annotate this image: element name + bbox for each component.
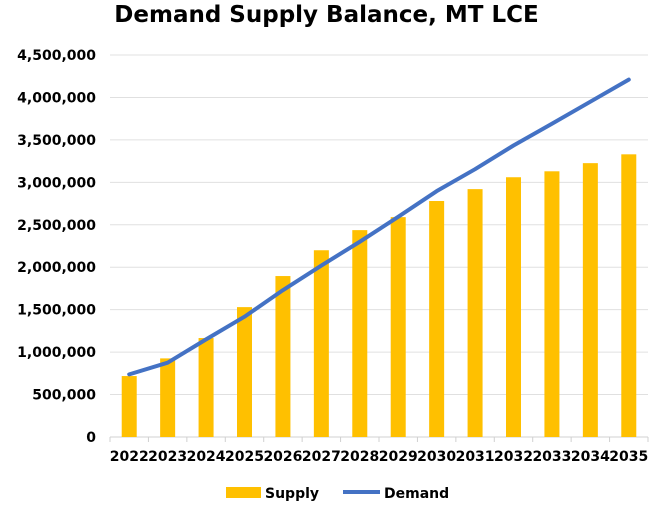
x-tick-label: 2033 xyxy=(532,449,571,465)
x-tick-label: 2022 xyxy=(110,449,149,465)
bar-supply-2024 xyxy=(198,338,214,437)
x-tick-label: 2027 xyxy=(302,449,341,465)
y-tick-label: 2,000,000 xyxy=(17,260,96,276)
y-tick-label: 1,000,000 xyxy=(17,345,96,361)
y-tick-label: 3,500,000 xyxy=(17,133,96,149)
y-tick-label: 0 xyxy=(86,430,96,446)
bar-supply-2026 xyxy=(275,276,291,437)
legend-supply-swatch xyxy=(226,487,261,498)
bar-supply-2032 xyxy=(506,177,521,438)
bar-supply-2031 xyxy=(467,189,483,437)
bar-supply-2025 xyxy=(237,307,252,437)
x-tick-label: 2031 xyxy=(456,449,495,465)
x-tick-label: 2030 xyxy=(417,449,456,465)
bar-supply-2028 xyxy=(352,230,368,437)
bar-supply-2035 xyxy=(621,154,637,437)
line-demand xyxy=(127,77,631,377)
x-tick-label: 2032 xyxy=(494,449,533,465)
y-tick-label: 4,000,000 xyxy=(17,90,96,106)
bar-supply-2023 xyxy=(160,358,176,437)
x-tick-label: 2029 xyxy=(379,449,418,465)
x-tick-label: 2028 xyxy=(340,449,379,465)
bar-supply-2027 xyxy=(313,250,329,437)
bar-supply-2034 xyxy=(582,163,598,437)
y-tick-label: 500,000 xyxy=(32,388,96,404)
x-tick-label: 2024 xyxy=(187,449,226,465)
bar-supply-2033 xyxy=(544,171,560,437)
x-tick-label: 2023 xyxy=(148,449,187,465)
y-tick-label: 1,500,000 xyxy=(17,303,96,319)
x-tick-label: 2034 xyxy=(571,449,610,465)
bar-supply-2030 xyxy=(429,201,445,437)
legend-demand-label: Demand xyxy=(384,486,449,502)
y-tick-label: 4,500,000 xyxy=(17,48,96,64)
x-tick-label: 2025 xyxy=(225,449,264,465)
x-tick-label: 2026 xyxy=(263,449,302,465)
chart-title: Demand Supply Balance, MT LCE xyxy=(114,2,539,28)
bar-supply-2029 xyxy=(390,217,406,437)
x-tick-label: 2035 xyxy=(609,449,648,465)
bar-supply-2022 xyxy=(121,376,137,437)
legend-supply-label: Supply xyxy=(265,486,319,502)
y-tick-label: 3,000,000 xyxy=(17,175,96,191)
y-tick-label: 2,500,000 xyxy=(17,218,96,234)
